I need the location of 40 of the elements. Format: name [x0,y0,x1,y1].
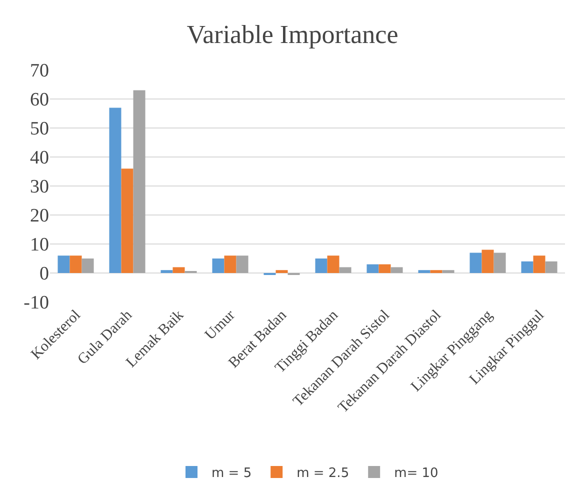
y-tick-label: 0 [40,264,49,285]
bar [82,258,94,273]
bar [545,261,558,273]
y-tick-label: 40 [30,148,49,169]
bar [378,264,391,273]
legend-label: m = 2.5 [296,466,350,482]
bar [276,270,288,273]
bar [390,267,403,273]
bar [442,270,454,273]
bar [339,267,352,273]
y-tick-label: 60 [30,90,49,111]
bar [366,264,379,273]
bar [172,267,185,273]
bar [224,256,236,273]
y-tick-label: 70 [30,60,49,82]
bar [133,90,146,273]
y-tick-label: 50 [30,118,49,140]
bar [109,108,122,273]
bar [327,256,340,273]
bar [58,256,70,273]
bar [533,256,546,273]
bar [315,258,328,273]
bar [121,168,134,273]
legend-label: m = 5 [212,466,252,482]
bar [482,250,494,273]
y-tick-label: -10 [24,292,49,314]
bar [470,252,482,273]
bar [418,270,430,273]
bar [236,256,248,273]
chart-title: Variable Importance [186,20,398,49]
y-tick-label: 20 [30,206,49,227]
y-tick-label: 30 [30,176,49,198]
bar [521,261,534,273]
bar [494,252,506,273]
y-tick-label: 10 [30,234,49,256]
bar [160,270,173,273]
bar [430,270,442,273]
legend-label: m= 10 [394,466,438,482]
bar [70,256,82,273]
bar [212,258,224,273]
